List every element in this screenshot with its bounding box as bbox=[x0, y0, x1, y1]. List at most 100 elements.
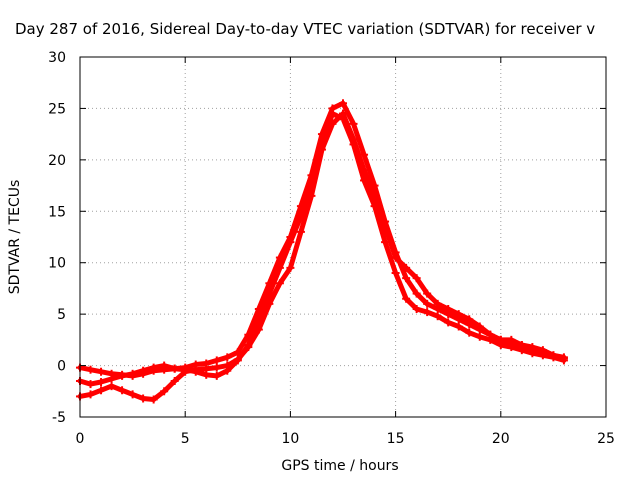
y-tick-label-10: 10 bbox=[48, 256, 66, 272]
y-tick-label-15: 15 bbox=[48, 204, 66, 220]
data-point-track-c-27 bbox=[360, 166, 369, 175]
data-point-track-c-6 bbox=[139, 394, 148, 403]
data-point-track-b-6 bbox=[139, 366, 148, 375]
y-tick-label-25: 25 bbox=[48, 101, 66, 117]
data-point-track-c-22 bbox=[307, 191, 316, 200]
data-point-track-a-31 bbox=[402, 274, 411, 283]
data-point-track-b-19 bbox=[275, 263, 284, 272]
data-point-track-c-16 bbox=[244, 343, 253, 352]
data-point-track-c-1 bbox=[86, 390, 95, 399]
data-point-track-c-26 bbox=[349, 135, 358, 144]
y-axis-label: SDTVAR / TECUs bbox=[7, 180, 23, 295]
data-point-track-c-32 bbox=[412, 274, 421, 283]
data-point-track-c-24 bbox=[328, 119, 337, 128]
data-point-track-b-34 bbox=[433, 312, 442, 321]
x-tick-label-5: 5 bbox=[181, 431, 190, 447]
data-point-track-c-8 bbox=[160, 387, 169, 396]
grid bbox=[80, 57, 606, 417]
data-point-track-b-37 bbox=[465, 328, 474, 337]
data-point-track-c-12 bbox=[202, 364, 211, 373]
data-point-track-c-19 bbox=[275, 279, 284, 288]
data-point-track-c-40 bbox=[496, 335, 505, 344]
data-point-track-c-4 bbox=[118, 386, 127, 395]
data-point-track-c-36 bbox=[454, 310, 463, 319]
y-tick-label-0: 0 bbox=[57, 359, 66, 375]
data-point-track-c-46 bbox=[559, 354, 568, 363]
data-point-track-a-13 bbox=[212, 356, 221, 365]
data-point-track-c-11 bbox=[191, 365, 200, 374]
data-point-track-c-18 bbox=[265, 299, 274, 308]
data-point-track-b-1 bbox=[86, 380, 95, 389]
data-point-track-c-5 bbox=[128, 390, 137, 399]
data-point-track-b-13 bbox=[212, 371, 221, 380]
y-tick-label-30: 30 bbox=[48, 50, 66, 66]
data-point-track-b-5 bbox=[128, 369, 137, 378]
data-point-track-c-21 bbox=[296, 227, 305, 236]
data-point-track-a-1 bbox=[86, 365, 95, 374]
data-point-track-c-42 bbox=[517, 341, 526, 349]
data-point-track-c-9 bbox=[170, 377, 179, 385]
data-point-track-a-2 bbox=[97, 367, 106, 376]
data-point-track-b-36 bbox=[454, 322, 463, 331]
x-tick-label-10: 10 bbox=[281, 431, 299, 447]
data-point-track-c-35 bbox=[444, 305, 453, 313]
data-point-track-c-10 bbox=[181, 367, 190, 376]
data-point-track-c-33 bbox=[423, 289, 432, 298]
data-point-track-c-45 bbox=[549, 351, 558, 360]
series-band-track-c bbox=[77, 111, 567, 402]
data-point-track-b-3 bbox=[107, 374, 116, 383]
data-point-track-b-24 bbox=[328, 109, 337, 118]
data-point-track-b-35 bbox=[444, 318, 453, 327]
data-point-track-c-44 bbox=[538, 349, 547, 358]
data-point-track-c-20 bbox=[286, 263, 295, 272]
data-point-track-b-33 bbox=[423, 308, 432, 317]
data-point-track-b-8 bbox=[160, 361, 169, 370]
data-point-track-b-7 bbox=[149, 363, 158, 372]
data-point-track-c-13 bbox=[212, 363, 221, 372]
data-series bbox=[76, 99, 568, 404]
data-point-track-b-38 bbox=[475, 332, 484, 341]
data-point-track-c-28 bbox=[370, 191, 379, 200]
data-point-track-c-7 bbox=[149, 395, 158, 404]
data-point-track-c-23 bbox=[317, 145, 326, 154]
data-point-track-c-29 bbox=[381, 222, 390, 231]
data-point-track-c-41 bbox=[507, 341, 516, 349]
data-point-track-c-15 bbox=[233, 355, 242, 364]
x-tick-label-20: 20 bbox=[492, 431, 510, 447]
data-point-track-c-30 bbox=[391, 253, 400, 262]
data-point-track-a-32 bbox=[412, 289, 421, 298]
data-point-track-c-2 bbox=[97, 386, 106, 395]
data-point-track-c-14 bbox=[223, 361, 232, 370]
x-tick-label-0: 0 bbox=[76, 431, 85, 447]
chart-title: Day 287 of 2016, Sidereal Day-to-day VTE… bbox=[15, 20, 595, 38]
x-tick-label-15: 15 bbox=[387, 431, 405, 447]
data-point-track-b-30 bbox=[391, 269, 400, 277]
axis-ticks: 0 5 10 15 20 25 -5 0 5 10 15 20 25 30 bbox=[48, 50, 615, 447]
data-point-track-c-39 bbox=[486, 330, 495, 339]
data-point-track-c-37 bbox=[465, 315, 474, 324]
data-point-track-b-4 bbox=[118, 371, 127, 380]
data-point-track-a-26 bbox=[349, 119, 358, 128]
data-point-track-c-3 bbox=[107, 382, 116, 391]
x-axis-label: GPS time / hours bbox=[281, 458, 398, 474]
data-point-track-a-14 bbox=[223, 353, 232, 362]
data-point-track-c-43 bbox=[528, 346, 537, 355]
y-tick-label--5: -5 bbox=[52, 410, 66, 426]
data-point-track-c-17 bbox=[254, 325, 263, 334]
data-point-track-a-33 bbox=[423, 299, 432, 308]
data-point-track-b-9 bbox=[170, 364, 179, 373]
data-point-track-b-32 bbox=[412, 305, 421, 313]
data-point-track-b-31 bbox=[402, 294, 411, 303]
data-point-track-c-38 bbox=[475, 322, 484, 331]
data-point-track-c-31 bbox=[402, 263, 411, 272]
x-tick-label-25: 25 bbox=[597, 431, 615, 447]
y-tick-label-5: 5 bbox=[57, 307, 66, 323]
data-point-track-b-2 bbox=[97, 378, 106, 387]
plot-frame bbox=[79, 56, 607, 418]
data-point-track-c-25 bbox=[339, 109, 347, 118]
data-point-track-b-20 bbox=[286, 238, 295, 247]
y-tick-label-20: 20 bbox=[48, 153, 66, 169]
data-point-track-a-25 bbox=[339, 99, 347, 108]
data-point-track-c-34 bbox=[433, 299, 442, 308]
